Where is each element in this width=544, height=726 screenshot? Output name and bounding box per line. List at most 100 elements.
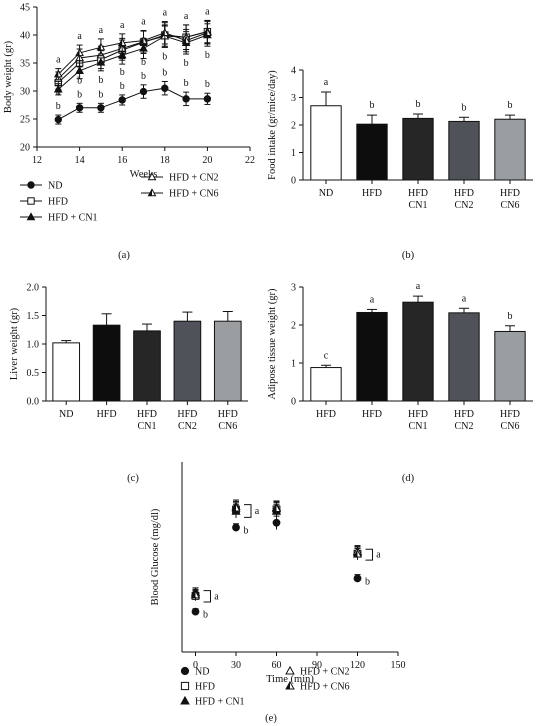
data-point-half	[161, 29, 165, 36]
y-axis-label: Blood Glucose (mg/dl)	[150, 508, 161, 605]
panel-label: (b)	[402, 250, 415, 261]
bar	[92, 324, 121, 402]
significance-letter: a	[370, 294, 375, 305]
legend-marker-shape	[180, 695, 190, 705]
y-axis-label: Body weight (gr)	[3, 40, 14, 113]
data-point	[203, 95, 212, 103]
panel-label: (d)	[402, 473, 415, 484]
x-axis-label: Time (min)	[266, 674, 314, 685]
significance-letter: b	[462, 102, 467, 113]
x-tick-label: HFD	[454, 188, 474, 199]
bar	[310, 105, 342, 181]
y-tick-label: 0	[291, 397, 296, 408]
y-tick-label: 20	[20, 143, 30, 154]
legend-label: HFD + CN1	[195, 697, 245, 708]
legend-label: HFD + CN6	[169, 189, 219, 200]
significance-letter: b	[244, 526, 249, 537]
bar	[402, 301, 434, 402]
data-point	[160, 28, 170, 36]
panel-b-bar-chart: 0 1 2 3 4 Food intake (gr/mice/day) ND a HFD b HFD…	[267, 66, 533, 261]
significance-letter: b	[365, 576, 370, 587]
x-tick-label: 90	[312, 660, 322, 671]
x-tick-label: CN2	[455, 200, 474, 211]
significance-letter: a	[184, 11, 189, 22]
data-point-half	[191, 591, 196, 598]
y-tick-label: 3	[291, 93, 296, 104]
significance-letter: b	[205, 79, 210, 90]
x-tick-label: 60	[272, 660, 282, 671]
data-point-shape	[97, 104, 105, 112]
significance-letter: b	[184, 58, 189, 69]
x-tick-label: 0	[193, 660, 198, 671]
data-point-shape	[161, 84, 169, 92]
data-point-shape	[75, 66, 84, 75]
data-point-shape	[203, 95, 212, 103]
x-tick-label: HFD	[408, 409, 428, 420]
significance-letter: a	[462, 293, 467, 304]
y-axis-label: Liver weight (gr)	[9, 307, 20, 380]
x-tick-label: CN6	[218, 421, 237, 432]
x-tick-label: 22	[245, 155, 255, 166]
legend-label: HFD	[48, 197, 68, 208]
legend-marker-shape	[285, 665, 295, 675]
legend-label: ND	[48, 181, 62, 192]
significance-letter: b	[98, 75, 103, 86]
y-tick-label: 2	[291, 321, 296, 332]
data-point	[139, 35, 148, 44]
legend-marker-shape	[26, 212, 36, 221]
significance-letter: c	[324, 350, 329, 361]
legend-marker-shape	[180, 681, 190, 691]
significance-letter: b	[56, 101, 61, 112]
data-point-shape	[54, 115, 62, 124]
significance-letter: b	[141, 71, 146, 82]
y-tick-label: 4	[291, 66, 296, 77]
bar	[356, 123, 388, 181]
significance-letter: a	[416, 281, 421, 292]
x-tick-label: 120	[350, 660, 365, 671]
x-tick-label: ND	[59, 409, 73, 420]
significance-letter: a	[324, 77, 329, 88]
significance-letter: b	[370, 100, 375, 111]
data-point-half	[353, 550, 358, 558]
data-point	[182, 95, 190, 103]
data-point-half	[76, 49, 80, 56]
data-point-half	[272, 504, 277, 512]
legend-label: HFD + CN2	[169, 173, 219, 184]
x-tick-label: CN2	[455, 421, 474, 432]
data-point-half	[182, 36, 187, 44]
data-point-shape	[118, 96, 126, 104]
legend-marker-shape	[27, 181, 35, 189]
panel-a-line-chart: 20 25 30 35 40 45 12 14 16 18 20 22 Weeks Body weight…	[3, 3, 255, 262]
data-point-shape	[272, 518, 281, 527]
data-point-shape	[53, 84, 63, 93]
x-tick-label: 12	[32, 155, 42, 166]
data-point	[272, 518, 281, 527]
data-point	[118, 96, 126, 104]
x-tick-label: CN1	[138, 421, 157, 432]
series-line	[57, 32, 208, 75]
data-point	[232, 523, 240, 532]
significance-letter: a	[214, 591, 219, 602]
bar	[133, 330, 161, 402]
data-point-half	[139, 36, 144, 44]
x-tick-label: HFD	[218, 409, 238, 420]
data-point	[353, 574, 362, 583]
bar	[52, 342, 81, 402]
legend-marker-half	[148, 189, 152, 196]
panel-label: (c)	[127, 473, 139, 484]
bar	[448, 120, 480, 181]
panel-e-scatter-chart: 0 30 60 90 120 150 Time (min) Blood Glucose (mg…	[150, 462, 406, 724]
legend-label: HFD + CN6	[300, 682, 350, 693]
significance-letter: b	[508, 100, 513, 111]
significance-letter: a	[376, 550, 381, 561]
significance-bracket	[203, 590, 211, 603]
data-point	[191, 607, 200, 616]
legend-marker-half	[286, 681, 290, 690]
data-point	[53, 84, 63, 93]
y-tick-label: 0.0	[27, 397, 40, 408]
data-point	[203, 28, 212, 36]
significance-letter: b	[120, 81, 125, 92]
significance-letter: b	[416, 99, 421, 110]
significance-bracket	[244, 504, 252, 518]
